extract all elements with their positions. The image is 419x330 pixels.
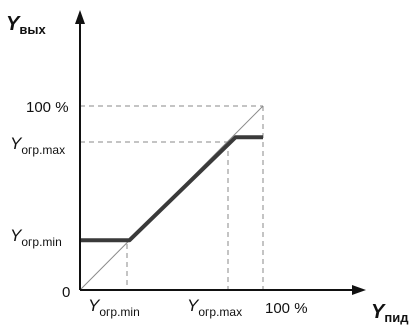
x-100-label: 100 % [265, 300, 308, 317]
x-min-label: Yогр.min [88, 296, 140, 319]
x-max-label: Yогр.max [187, 296, 242, 319]
x-axis-title: Yпид [371, 301, 409, 325]
x-axis-arrow-icon [352, 285, 366, 295]
y-max-label: Yогр.max [10, 134, 65, 157]
y-min-label: Yогр.min [10, 226, 62, 249]
origin-label: 0 [62, 284, 70, 301]
y-axis-title: Yвых [6, 13, 46, 37]
y-axis-arrow-icon [75, 10, 85, 24]
y-100-label: 100 % [26, 99, 69, 116]
limit-curve-line [80, 135, 263, 243]
